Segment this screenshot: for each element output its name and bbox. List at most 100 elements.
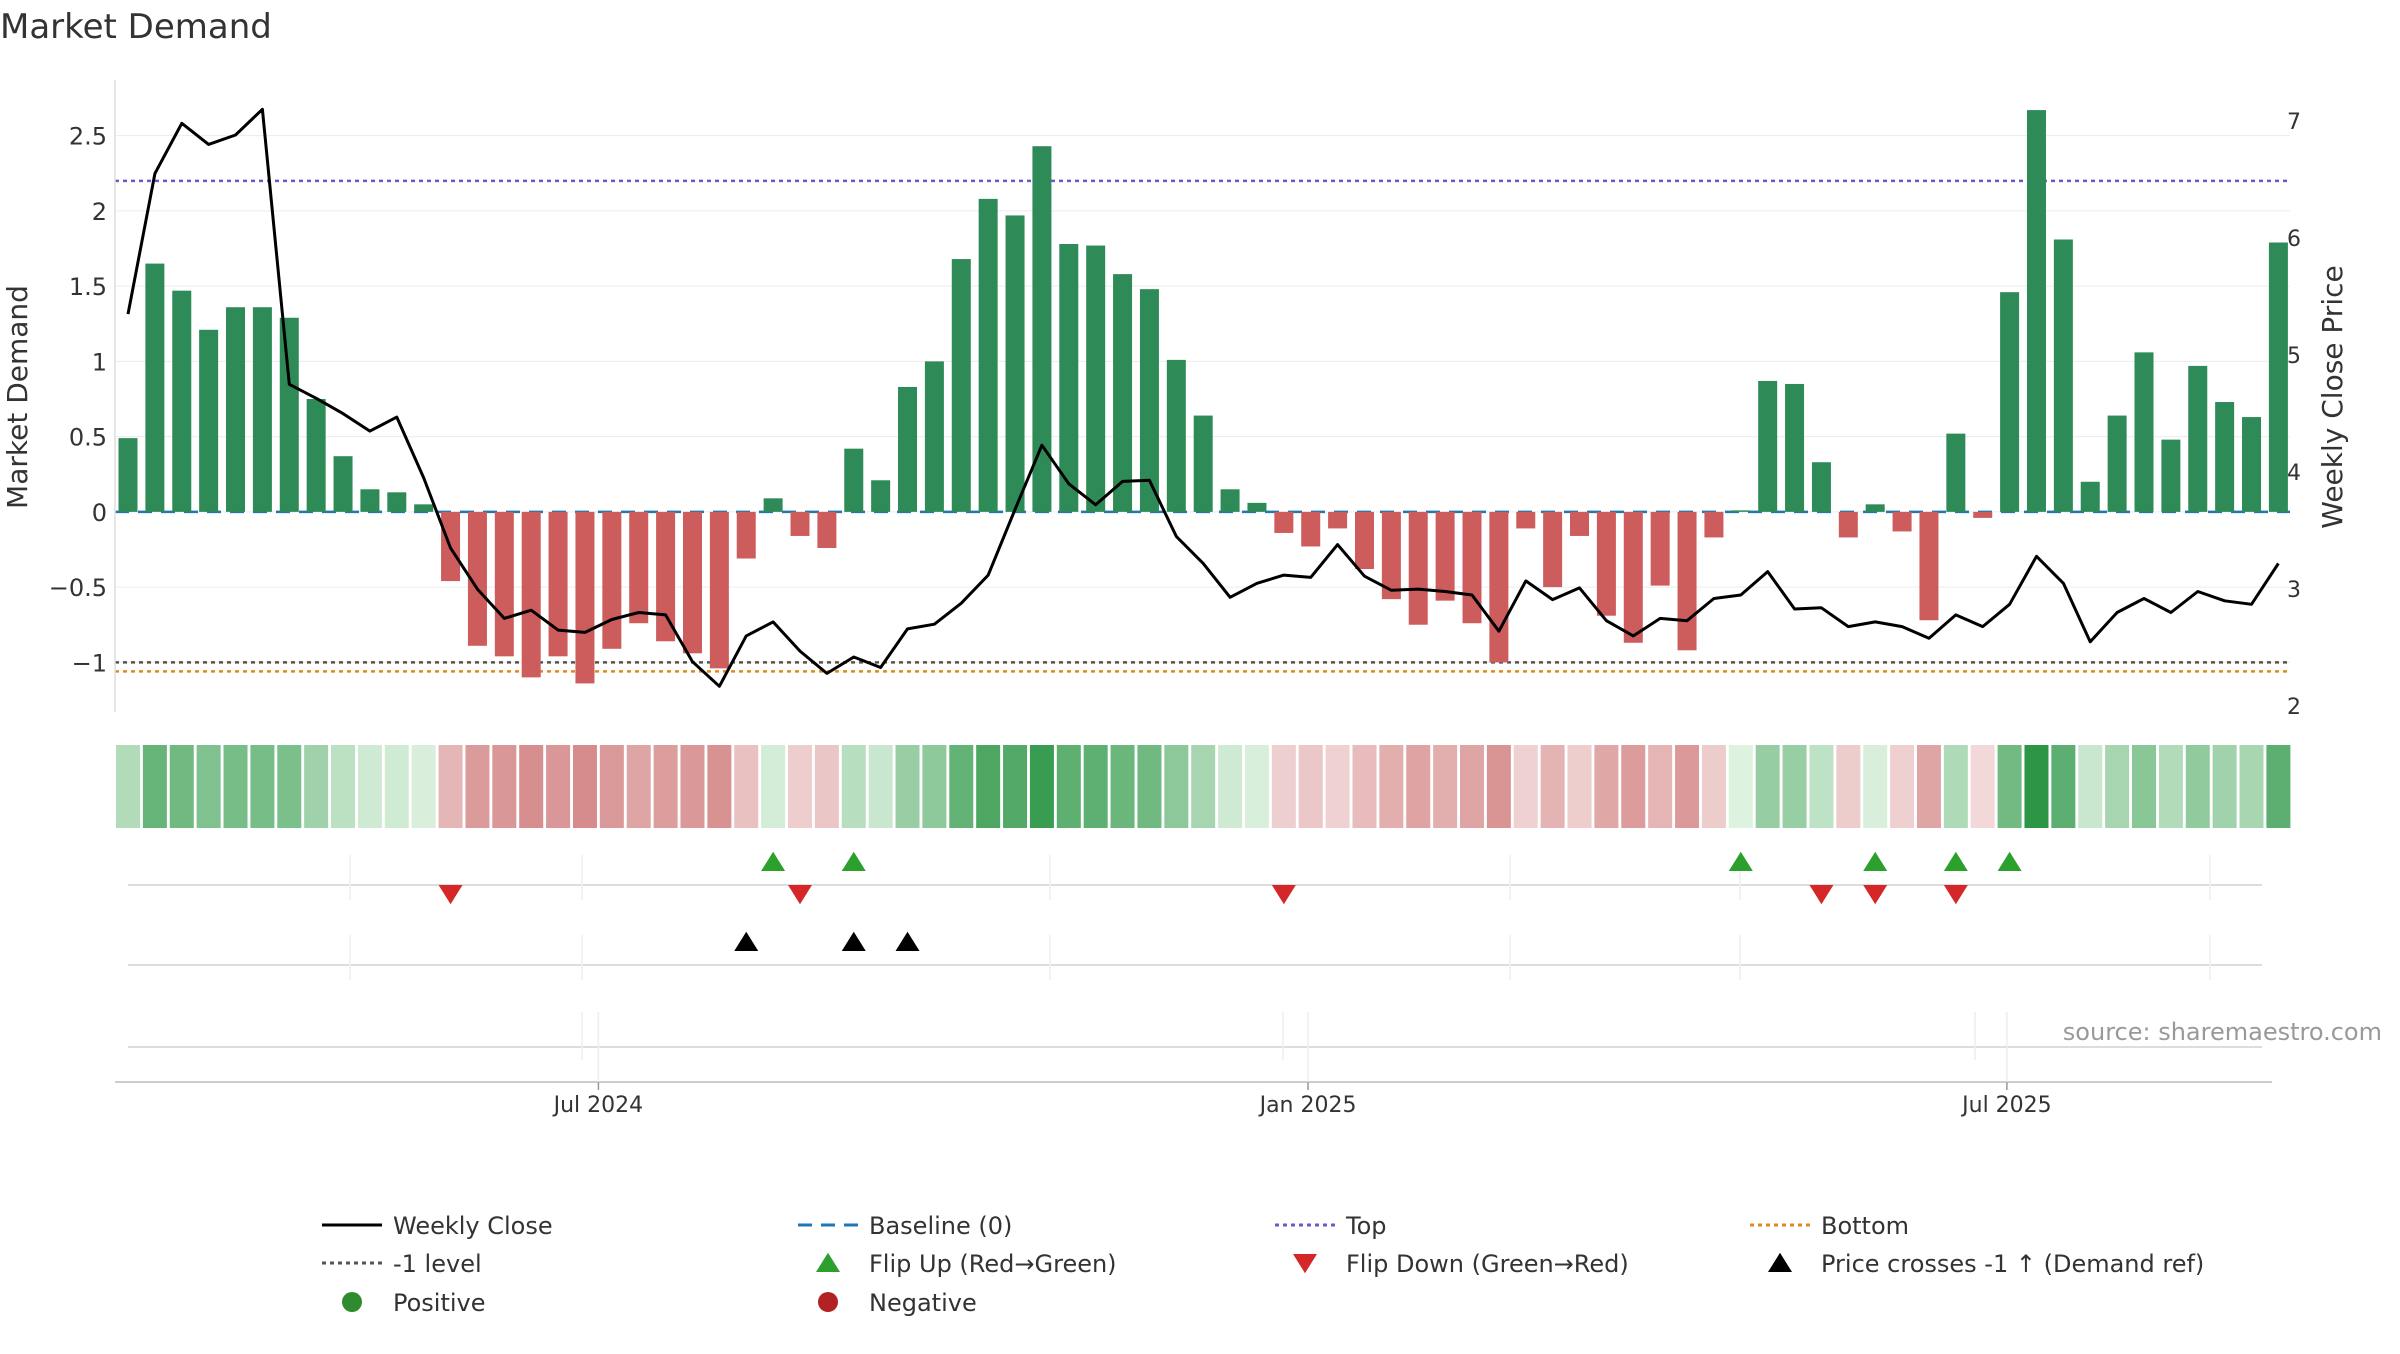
demand-bar bbox=[2080, 481, 2100, 512]
demand-bar bbox=[1435, 511, 1455, 601]
heat-cell bbox=[734, 745, 759, 828]
heat-cell bbox=[519, 745, 544, 828]
weekly-close-line bbox=[126, 107, 2280, 688]
grid-layer bbox=[115, 135, 2290, 663]
heat-cell bbox=[761, 745, 786, 828]
axes: −1 −0.5 0 0.5 1 1.5 2 2.5 2 3 4 5 6 7 bbox=[49, 80, 2301, 720]
heat-cell bbox=[599, 745, 624, 828]
heat-cell bbox=[1379, 745, 1404, 828]
y2-axis-label: Weekly Close Price bbox=[2316, 265, 2349, 528]
legend-item: Top bbox=[1275, 1212, 1387, 1240]
heat-cell bbox=[1513, 745, 1538, 828]
demand-bar bbox=[1785, 383, 1805, 512]
demand-bar bbox=[1354, 511, 1374, 570]
heat-cell bbox=[1916, 745, 1941, 828]
demand-bar bbox=[2026, 110, 2046, 512]
legend-swatch bbox=[1293, 1254, 1317, 1274]
heat-cell bbox=[1218, 745, 1243, 828]
y-tick-label: −0.5 bbox=[49, 574, 107, 602]
heat-cell bbox=[1164, 745, 1189, 828]
demand-bar bbox=[1274, 511, 1294, 533]
demand-bar bbox=[226, 307, 246, 512]
y-tick-label: 0.5 bbox=[69, 424, 107, 452]
flip-up-marker bbox=[1863, 851, 1888, 871]
y-tick-label: 2 bbox=[92, 198, 107, 226]
legend-item: Flip Up (Red→Green) bbox=[816, 1250, 1117, 1278]
demand-bar bbox=[1139, 289, 1159, 512]
heat-cell bbox=[304, 745, 329, 828]
heat-cell bbox=[1675, 745, 1700, 828]
heat-cell bbox=[1540, 745, 1565, 828]
legend-label: Bottom bbox=[1821, 1212, 1909, 1240]
demand-bar bbox=[2134, 352, 2154, 512]
heat-cell bbox=[2078, 745, 2103, 828]
heat-cell bbox=[1486, 745, 1511, 828]
demand-bar bbox=[1892, 511, 1912, 532]
demand-bar bbox=[1758, 380, 1778, 512]
legend: Weekly Close Baseline (0) Top Bottom -1 leve… bbox=[322, 1212, 2204, 1317]
demand-bar bbox=[1005, 215, 1025, 512]
heat-cell bbox=[1594, 745, 1619, 828]
weekly-close-series bbox=[126, 107, 2280, 688]
legend-label: Positive bbox=[393, 1289, 486, 1317]
demand-bar bbox=[924, 361, 944, 512]
price-cross-marker bbox=[841, 931, 866, 951]
heat-cell bbox=[707, 745, 732, 828]
demand-bar bbox=[575, 511, 595, 684]
demand-bar bbox=[790, 511, 810, 536]
legend-label: Weekly Close bbox=[393, 1212, 553, 1240]
heat-cell bbox=[2024, 745, 2049, 828]
x-axis: Jul 2024 Jan 2025 Jul 2025 bbox=[115, 1012, 2272, 1118]
heat-cell bbox=[1325, 745, 1350, 828]
reference-lines bbox=[115, 179, 2290, 673]
demand-bar bbox=[2215, 402, 2235, 512]
demand-bar bbox=[1596, 511, 1616, 616]
flip-down-marker bbox=[438, 885, 463, 905]
legend-swatch bbox=[1768, 1252, 1792, 1272]
heat-cell bbox=[2158, 745, 2183, 828]
legend-item: Flip Down (Green→Red) bbox=[1293, 1250, 1629, 1278]
legend-item: -1 level bbox=[322, 1250, 482, 1278]
heat-cell bbox=[1970, 745, 1995, 828]
demand-bar bbox=[1086, 245, 1106, 512]
heat-cell bbox=[895, 745, 920, 828]
legend-item: Bottom bbox=[1750, 1212, 1909, 1240]
x-tick-label: Jul 2025 bbox=[1960, 1093, 2052, 1118]
demand-bar bbox=[1381, 511, 1401, 600]
demand-bar bbox=[1838, 511, 1858, 538]
flip-up-marker bbox=[841, 851, 866, 871]
y-tick-label: 2.5 bbox=[69, 123, 107, 151]
heat-cell bbox=[1110, 745, 1135, 828]
flip-down-marker bbox=[788, 885, 812, 905]
legend-item: Negative bbox=[818, 1289, 977, 1317]
demand-bar bbox=[1220, 489, 1240, 512]
demand-bar bbox=[1946, 433, 1966, 512]
heat-cell bbox=[1137, 745, 1162, 828]
heat-cell bbox=[196, 745, 221, 828]
demand-bar bbox=[656, 511, 676, 642]
legend-label: Price crosses -1 ↑ (Demand ref) bbox=[1821, 1250, 2204, 1278]
legend-swatch bbox=[816, 1252, 840, 1272]
heat-cell bbox=[2212, 745, 2237, 828]
y2-tick-label: 4 bbox=[2287, 461, 2301, 486]
y2-tick-label: 2 bbox=[2287, 695, 2301, 720]
heat-cell bbox=[1701, 745, 1726, 828]
flip-up-marker bbox=[1728, 851, 1753, 871]
demand-bar bbox=[252, 307, 272, 512]
heat-cell bbox=[868, 745, 893, 828]
y-tick-label: 0 bbox=[92, 499, 107, 527]
heat-cell bbox=[1621, 745, 1646, 828]
legend-label: -1 level bbox=[393, 1250, 482, 1278]
demand-bar bbox=[521, 511, 541, 678]
demand-bar bbox=[199, 329, 219, 512]
demand-bar bbox=[1865, 504, 1885, 512]
heat-cell bbox=[1191, 745, 1216, 828]
flip-up-marker bbox=[761, 851, 786, 871]
heat-cell bbox=[1648, 745, 1673, 828]
source-label: source: sharemaestro.com bbox=[2063, 1018, 2382, 1046]
heat-cell bbox=[1755, 745, 1780, 828]
heat-cell bbox=[169, 745, 194, 828]
demand-bar bbox=[871, 480, 891, 512]
demand-bar bbox=[1677, 511, 1697, 651]
demand-bar bbox=[333, 456, 353, 512]
